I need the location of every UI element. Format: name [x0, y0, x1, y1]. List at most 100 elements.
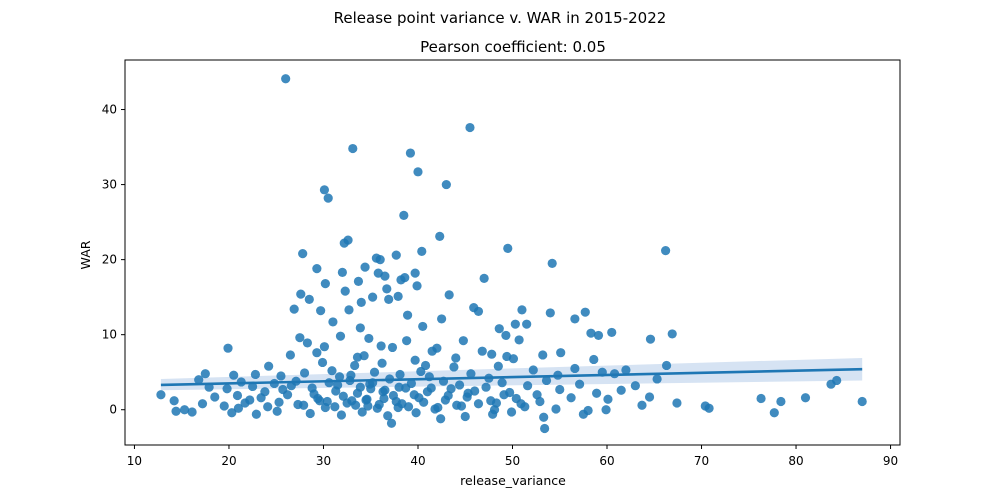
- data-point: [334, 372, 345, 382]
- data-point: [523, 381, 533, 391]
- data-point: [704, 403, 714, 413]
- data-point: [232, 390, 243, 401]
- data-point: [363, 401, 373, 411]
- data-point: [227, 408, 237, 418]
- data-point: [197, 399, 208, 409]
- data-point: [348, 143, 358, 154]
- data-point: [229, 370, 239, 380]
- data-point: [487, 349, 497, 359]
- data-point: [645, 334, 656, 344]
- data-point: [510, 319, 520, 329]
- y-tick-label: 20: [102, 253, 117, 267]
- data-point: [379, 393, 389, 404]
- data-point: [380, 271, 390, 281]
- data-point: [437, 314, 447, 324]
- data-point: [296, 289, 306, 299]
- data-point: [356, 297, 366, 308]
- data-point: [857, 396, 867, 407]
- data-point: [399, 210, 409, 220]
- x-tick-label: 80: [788, 454, 803, 468]
- data-point: [637, 400, 647, 410]
- data-point: [412, 281, 422, 291]
- data-point: [514, 335, 524, 345]
- data-point: [386, 418, 397, 428]
- data-point: [263, 402, 273, 412]
- data-point: [541, 375, 552, 386]
- x-tick-label: 90: [883, 454, 898, 468]
- data-point: [586, 328, 596, 338]
- data-point: [433, 402, 443, 413]
- data-point: [528, 365, 538, 375]
- data-point: [286, 381, 296, 391]
- data-point: [426, 383, 436, 393]
- data-point: [555, 384, 565, 395]
- regression-line-layer: [160, 367, 863, 387]
- data-point: [443, 390, 453, 401]
- data-point: [251, 409, 261, 419]
- data-point: [575, 379, 585, 389]
- data-point: [320, 279, 330, 289]
- y-tick-label: 30: [102, 178, 117, 192]
- data-point: [497, 378, 507, 388]
- x-tick-label: 30: [316, 454, 331, 468]
- data-point: [419, 397, 429, 407]
- data-point: [309, 389, 319, 399]
- data-point: [245, 395, 255, 405]
- data-point: [661, 246, 671, 256]
- data-point: [769, 408, 779, 418]
- data-point: [463, 388, 473, 398]
- data-point: [607, 327, 617, 338]
- data-point: [493, 361, 503, 371]
- data-point: [394, 382, 404, 392]
- data-point: [402, 310, 413, 320]
- data-point: [491, 398, 502, 408]
- data-point: [315, 396, 325, 406]
- data-point: [281, 74, 291, 84]
- data-point: [369, 367, 380, 377]
- data-point: [312, 264, 322, 274]
- data-point: [473, 399, 484, 409]
- data-point: [616, 385, 626, 395]
- y-tick-label: 10: [102, 328, 117, 342]
- data-point: [353, 276, 364, 286]
- x-tick-label: 70: [694, 454, 709, 468]
- data-point: [503, 243, 513, 253]
- data-point: [383, 411, 393, 421]
- data-point: [350, 360, 360, 371]
- data-point: [403, 402, 414, 412]
- data-point: [465, 122, 475, 133]
- data-point: [355, 323, 365, 333]
- data-point: [317, 357, 328, 368]
- data-point: [376, 341, 386, 351]
- data-point: [556, 348, 566, 358]
- data-point: [382, 284, 392, 294]
- data-point: [375, 255, 385, 265]
- data-point: [427, 346, 437, 356]
- data-point: [274, 397, 284, 407]
- data-point: [411, 408, 421, 418]
- data-point: [473, 306, 484, 317]
- data-point: [340, 286, 350, 296]
- data-point: [592, 388, 602, 398]
- data-point: [517, 305, 527, 315]
- data-point: [593, 330, 604, 341]
- data-point: [488, 409, 498, 419]
- data-point: [570, 363, 580, 374]
- data-point: [219, 401, 229, 411]
- data-point: [295, 333, 305, 343]
- data-point: [516, 399, 526, 409]
- data-point: [547, 258, 557, 268]
- x-tick-label: 40: [410, 454, 425, 468]
- data-point: [601, 405, 611, 415]
- data-point: [477, 346, 487, 356]
- data-point: [344, 305, 354, 315]
- data-point: [566, 393, 576, 403]
- data-point: [508, 354, 519, 364]
- data-point: [264, 361, 274, 371]
- x-tick-label: 20: [221, 454, 236, 468]
- data-point: [570, 314, 580, 324]
- data-point: [409, 390, 419, 400]
- data-point: [323, 193, 333, 203]
- data-point: [402, 336, 412, 346]
- data-point: [368, 292, 378, 302]
